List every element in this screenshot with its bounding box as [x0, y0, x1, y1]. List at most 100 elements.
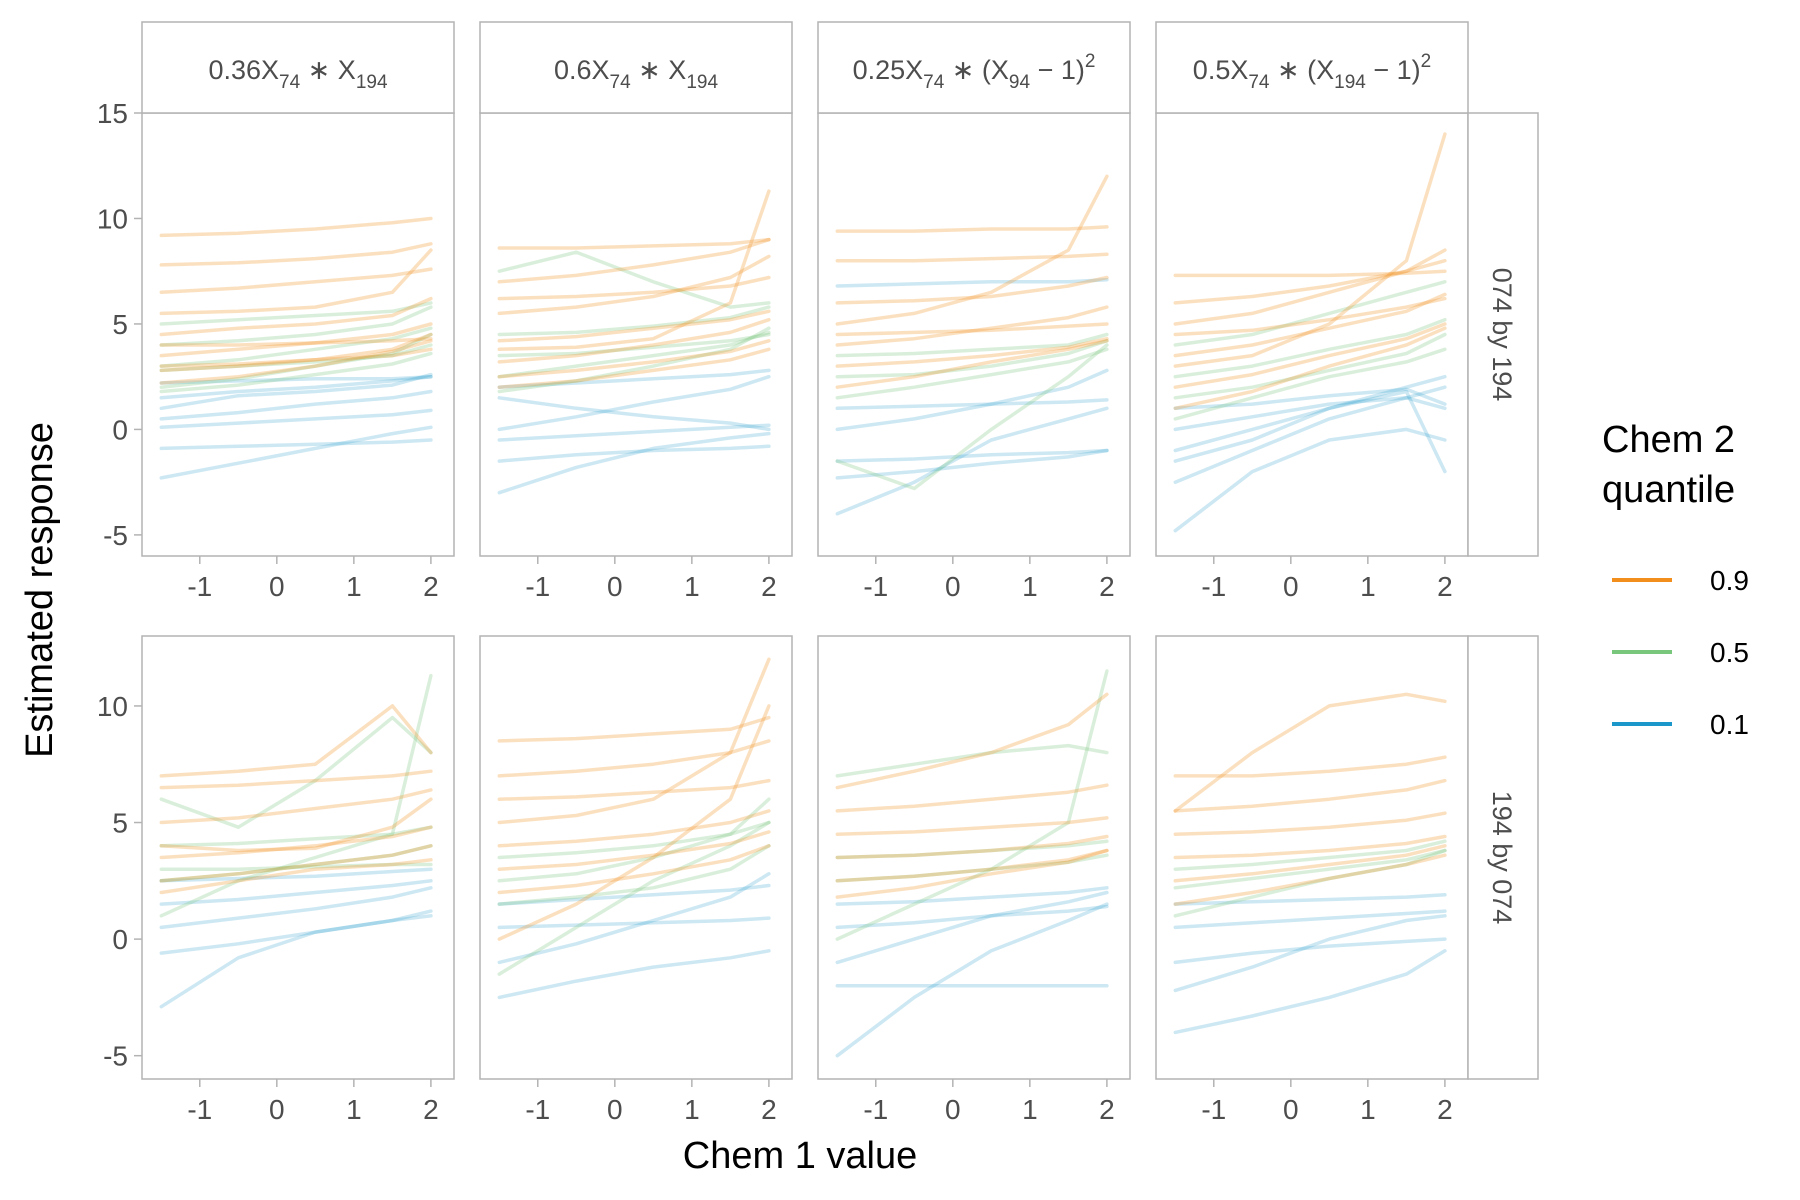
series-line-q0.9 [835, 252, 1109, 263]
series-line-q0.1 [835, 398, 1109, 411]
y-tick-label: -5 [103, 520, 128, 551]
series-line-q0.5 [1173, 848, 1447, 918]
legend-entry-0.1: 0.1 [1612, 709, 1749, 740]
series-line-q0.1 [1173, 909, 1447, 930]
series-line-q0.9 [1173, 258, 1447, 305]
series-line-q0.1 [159, 374, 433, 385]
y-tick-label: 5 [112, 808, 128, 839]
series-line-q0.9 [159, 322, 433, 358]
panel-frame [1155, 635, 1469, 1080]
panels-layer [141, 112, 1469, 1080]
strip-label-part: 194 [686, 72, 718, 93]
series-line-q0.9 [159, 788, 433, 825]
legend-entry-0.5: 0.5 [1612, 637, 1749, 668]
x-tick-label: 1 [1360, 571, 1376, 602]
series-line-q0.1 [159, 914, 433, 1009]
series-line-q0.9 [835, 339, 1109, 389]
series-line-q0.5 [497, 332, 771, 358]
series-line-q0.1 [835, 368, 1109, 432]
strip-label-part: ∗ (X [1269, 55, 1334, 85]
panel-r0-c1 [479, 112, 793, 557]
series-line-q0.5 [159, 326, 433, 368]
series-line-q0.9 [159, 844, 433, 883]
series-line-q0.1 [159, 408, 433, 430]
x-tick-label: 0 [269, 1094, 285, 1125]
series-line-q0.9 [497, 844, 771, 895]
series-line-q0.9 [159, 339, 433, 385]
series-line-q0.9 [1173, 844, 1447, 883]
column-strip-label: 0.25X74 ∗ (X94 − 1)2 [853, 51, 1096, 93]
series-line-q0.9 [1173, 322, 1447, 389]
series-line-q0.9 [159, 242, 433, 267]
row-strip-2: 194 by 074 [1467, 635, 1539, 1080]
x-tick-label: 2 [1437, 1094, 1453, 1125]
series-line-q0.9 [159, 336, 433, 347]
series-line-q0.9 [159, 347, 433, 368]
series-line-q0.1 [497, 444, 771, 463]
series-line-q0.1 [497, 374, 771, 432]
strip-label-part: − 1) [1366, 55, 1421, 85]
y-axis-row-2: -5 0 5 10 [97, 691, 142, 1072]
x-tick-label: 2 [1099, 1094, 1115, 1125]
series-line-q0.1 [159, 438, 433, 451]
series-line-q0.9 [497, 275, 771, 301]
x-tick-label: 2 [423, 571, 439, 602]
series-line-q0.9 [159, 216, 433, 238]
series-line-q0.9 [159, 248, 433, 316]
series-line-q0.9 [1173, 811, 1447, 836]
x-axis-r0-c1: -1 0 1 2 [525, 556, 777, 602]
series-line-q0.9 [497, 809, 771, 848]
y-tick-label: 15 [97, 98, 128, 129]
series-line-q0.9 [1173, 292, 1447, 358]
x-tick-label: 1 [684, 571, 700, 602]
series-line-q0.1 [159, 886, 433, 930]
row-strip-1: 074 by 194 [1467, 112, 1539, 557]
series-line-q0.1 [159, 867, 433, 883]
series-line-q0.1 [1173, 893, 1447, 906]
series-line-q0.1 [835, 886, 1109, 906]
series-line-q0.9 [497, 317, 771, 364]
series-line-q0.1 [497, 916, 771, 930]
series-line-q0.1 [835, 448, 1109, 463]
series-line-q0.9 [835, 174, 1109, 326]
strip-label-part: − 1) [1030, 55, 1085, 85]
x-tick-label: 0 [269, 571, 285, 602]
series-line-q0.5 [497, 797, 771, 883]
series-line-q0.9 [497, 189, 771, 352]
series-line-q0.5 [835, 839, 1109, 860]
x-tick-label: -1 [1201, 571, 1226, 602]
series-line-q0.5 [497, 330, 771, 379]
strip-label-part: 0.5X [1193, 55, 1249, 85]
series-line-q0.1 [497, 949, 771, 1000]
series-line-q0.9 [497, 715, 771, 743]
strip-label-part: 0.36X [208, 55, 279, 85]
legend: Chem 2 quantile 0.9 0.5 0.1 [1602, 419, 1749, 740]
series-line-q0.1 [835, 406, 1109, 516]
series-line-q0.9 [497, 347, 771, 389]
x-tick-label: -1 [187, 1094, 212, 1125]
series-line-q0.9 [835, 692, 1109, 790]
y-tick-label: -5 [103, 1041, 128, 1072]
strip-label-part: 0.6X [554, 55, 610, 85]
x-axis-r1-c2: -1 0 1 2 [863, 1079, 1115, 1125]
series-line-q0.5 [159, 862, 433, 871]
series-line-q0.1 [497, 872, 771, 965]
series-line-q0.1 [1173, 389, 1447, 474]
series-line-q0.9 [835, 834, 1109, 860]
x-axis-r0-c3: -1 0 1 2 [1201, 556, 1453, 602]
series-line-q0.9 [1173, 132, 1447, 368]
strip-label-part: 94 [1009, 72, 1031, 93]
series-line-q0.5 [497, 326, 771, 394]
series-line-q0.5 [159, 351, 433, 394]
series-line-q0.5 [497, 820, 771, 860]
row-strip-box [1467, 112, 1539, 557]
series-line-q0.1 [1173, 374, 1447, 453]
series-line-q0.1 [159, 389, 433, 421]
series-line-q0.9 [159, 296, 433, 337]
series-line-q0.9 [159, 825, 433, 860]
series-line-q0.5 [835, 853, 1109, 883]
series-line-q0.5 [497, 820, 771, 976]
series-line-q0.5 [497, 844, 771, 906]
x-tick-label: 1 [346, 1094, 362, 1125]
